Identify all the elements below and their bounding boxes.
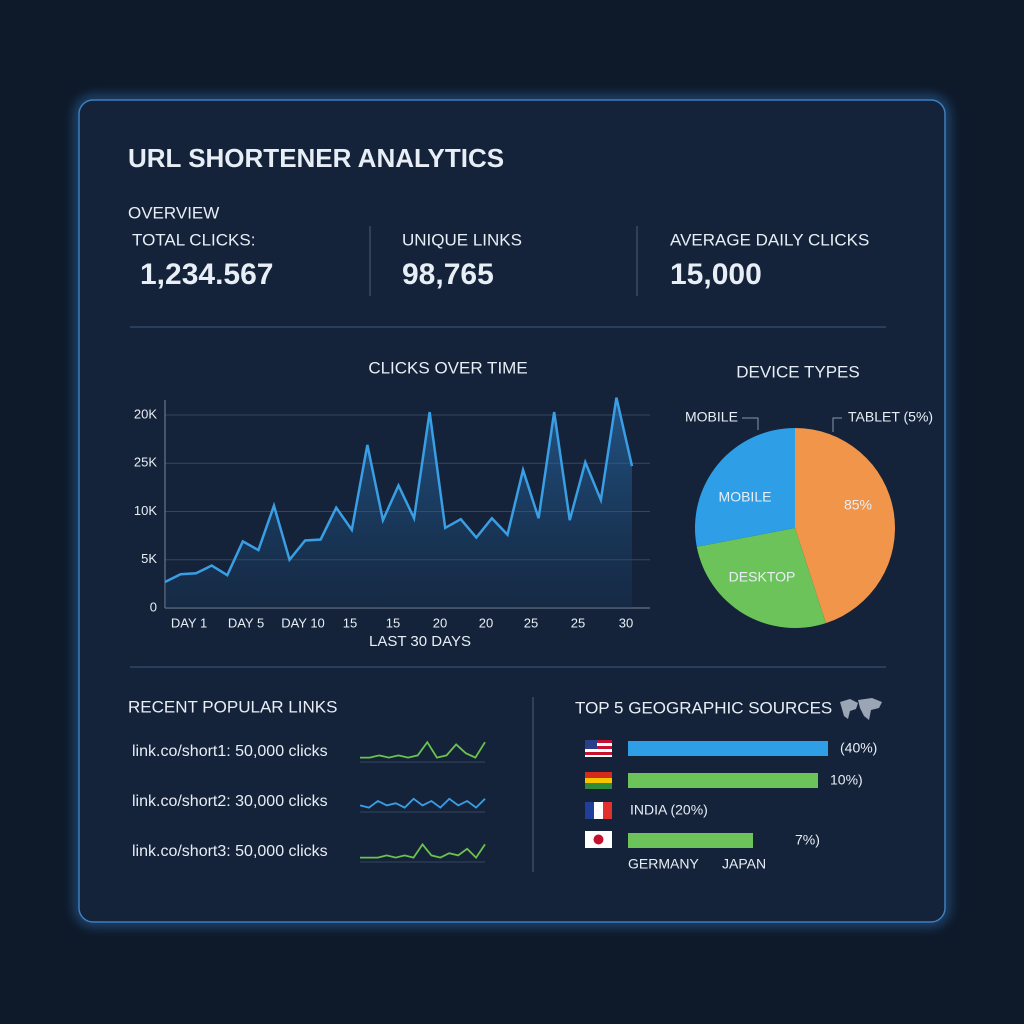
x-tick-label: 20	[433, 615, 447, 630]
stat-label: TOTAL CLICKS:	[132, 230, 255, 249]
stat-value: 1,234.567	[140, 258, 273, 291]
area	[165, 397, 632, 608]
x-tick-label: 30	[619, 615, 633, 630]
x-tick-label: DAY 10	[281, 615, 325, 630]
link-text: link.co/short1: 50,000 clicks	[132, 743, 328, 760]
slice-label: DESKTOP	[729, 569, 796, 585]
bar-label: 10%)	[830, 772, 863, 788]
flags	[585, 740, 612, 848]
section-heading: RECENT POPULAR LINKS	[128, 697, 337, 716]
stat-value: 15,000	[670, 258, 762, 291]
title: URL SHORTENER ANALYTICS	[128, 143, 504, 173]
bar	[628, 773, 818, 788]
x-tick-label: 15	[343, 615, 357, 630]
y-tick-label: 0	[150, 599, 157, 614]
overview-heading: OVERVIEW	[128, 203, 219, 222]
y-tick-label: 10K	[134, 503, 157, 518]
line	[164, 397, 634, 584]
stat-value: 98,765	[402, 258, 494, 291]
pie-annotation: MOBILE	[685, 409, 738, 425]
bar-label: INDIA (20%)	[630, 802, 708, 818]
y-tick-label: 20K	[134, 406, 157, 421]
x-tick-label: 15	[386, 615, 400, 630]
y-tick-label: 25K	[134, 455, 157, 470]
slice-label: MOBILE	[719, 489, 772, 505]
bar	[628, 741, 828, 756]
world-icon	[840, 698, 882, 720]
x-tick-label: DAY 1	[171, 615, 207, 630]
stat-label: UNIQUE LINKS	[402, 230, 522, 249]
footer-label: GERMANY	[628, 856, 699, 872]
chart-title: DEVICE TYPES	[736, 362, 859, 381]
x-tick-label: 25	[524, 615, 538, 630]
pie-slice	[696, 528, 826, 628]
link-text: link.co/short3: 50,000 clicks	[132, 843, 328, 860]
pie-annotation: 85%	[844, 497, 872, 513]
bar-label: 7%)	[795, 832, 820, 848]
chart-title: CLICKS OVER TIME	[368, 358, 527, 377]
pie-annotation: TABLET (5%)	[848, 409, 933, 425]
y-tick-label: 5K	[141, 551, 157, 566]
sparkline	[360, 842, 486, 860]
sparkline	[359, 797, 486, 809]
footer-label: JAPAN	[722, 856, 766, 872]
chart-title: TOP 5 GEOGRAPHIC SOURCES	[575, 698, 832, 717]
x-axis-label: LAST 30 DAYS	[369, 633, 471, 650]
sparkline	[360, 740, 486, 759]
bar-label: (40%)	[840, 740, 877, 756]
x-tick-label: 20	[479, 615, 493, 630]
pie-slice	[795, 428, 895, 624]
link-text: link.co/short2: 30,000 clicks	[132, 793, 328, 810]
stat-label: AVERAGE DAILY CLICKS	[670, 230, 869, 249]
pie-slice	[695, 428, 795, 547]
x-tick-label: DAY 5	[228, 615, 264, 630]
x-tick-label: 25	[571, 615, 585, 630]
bar	[628, 833, 753, 848]
callout-lines	[742, 417, 842, 432]
